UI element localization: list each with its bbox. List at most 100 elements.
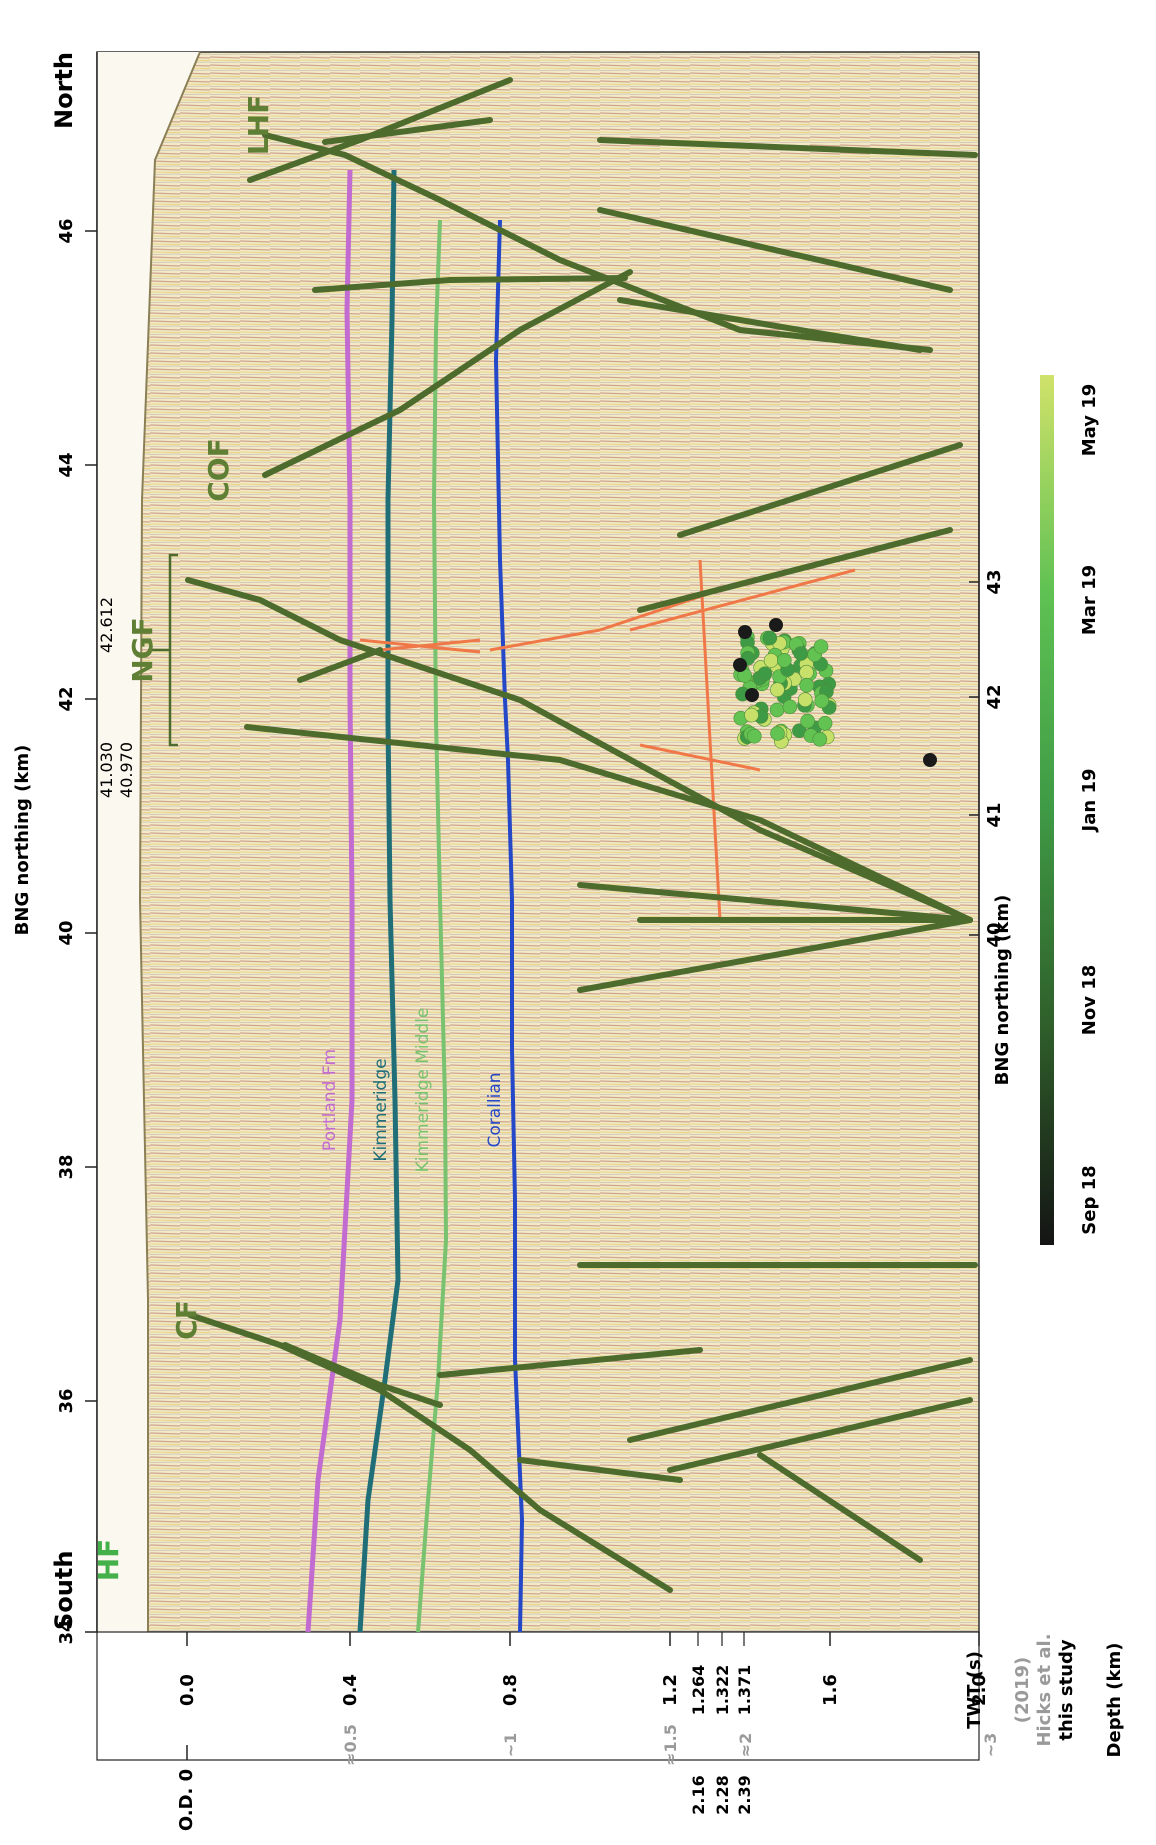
ngf-label: NGF (126, 617, 159, 683)
twt-tick-label: 2.0 (969, 1674, 990, 1706)
cof-fault (262, 269, 633, 478)
lhf-label: LHF (242, 95, 275, 155)
fault-trace (757, 1452, 923, 1563)
earthquake-marker (776, 652, 792, 668)
inner-tick-label: 43 (984, 569, 1005, 594)
faults (185, 77, 978, 1593)
cof-label: COF (202, 438, 235, 501)
twt-extra-tick-label: 1.322 (713, 1665, 732, 1716)
top-extra-tick-label: 40.970 (117, 742, 136, 798)
highlight-fault-trace (489, 628, 601, 652)
portland-horizon (305, 169, 355, 1633)
inner-tick-label: 42 (984, 684, 1005, 709)
fault-trace (637, 527, 953, 613)
cf-label: CF (170, 1300, 203, 1340)
depth-axis-label: Depth (km) (1104, 1643, 1125, 1758)
this-study-tick-label: 2.39 (735, 1775, 754, 1814)
od-label: O.D. 0 (176, 1769, 197, 1831)
earthquake-marker (744, 707, 759, 723)
cf-fault (187, 1312, 673, 1593)
colorbar-label: Jan 19 (1079, 769, 1100, 834)
hicks-tick-label: ≈1.5 (661, 1724, 680, 1766)
colorbar-label: May 19 (1079, 384, 1100, 457)
highlight-fault-trace (698, 559, 722, 921)
fault-trace (282, 1342, 443, 1408)
top-axis-ticks: 34 36 38 40 42 44 46 42.612 41.030 40.970 (56, 218, 136, 1644)
colorbar-label: Mar 19 (1079, 565, 1100, 635)
fault-trace (244, 724, 973, 923)
top-tick-label: 36 (56, 1388, 77, 1413)
fault-trace (617, 297, 923, 353)
seafloor-reflector (138, 51, 201, 1632)
highlight-faults (359, 559, 856, 921)
earthquake-marker (769, 618, 783, 632)
top-tick-label: 46 (56, 218, 77, 243)
fault-trace (667, 1397, 973, 1473)
colorbar-label: Sep 18 (1079, 1165, 1100, 1234)
fault-trace (577, 882, 973, 923)
inner-tick-label: 40 (984, 922, 1005, 947)
earthquake-marker (770, 726, 785, 741)
earthquake-marker (814, 693, 830, 709)
colorbar-labels: Sep 18 Nov 18 Jan 19 Mar 19 May 19 (1079, 384, 1100, 1235)
earthquake-marker (738, 625, 752, 639)
top-tick-label: 40 (56, 920, 77, 945)
hicks-tick-label: ≈2 (736, 1733, 755, 1758)
portland-label: Portland Fm (320, 1049, 340, 1151)
earthquake-marker (770, 682, 785, 698)
axis-frame (96, 1631, 980, 1761)
seismic-panel (96, 51, 980, 1633)
ngf-fault (185, 577, 973, 923)
earthquake-cluster (733, 618, 937, 767)
kimmeridge-middle-label: Kimmeridge Middle (413, 1008, 433, 1173)
earthquake-marker (757, 666, 773, 682)
hicks-label: Hicks et al. (1034, 1633, 1055, 1746)
water-column (97, 52, 200, 1632)
kimmeridge-label: Kimmeridge (371, 1058, 391, 1161)
earthquake-marker (799, 664, 814, 680)
top-tick-label: 34 (56, 1619, 77, 1644)
corallian-label: Corallian (485, 1072, 505, 1147)
kimmeridge-horizon (357, 169, 401, 1633)
earthquake-marker (797, 692, 813, 708)
fault-trace (597, 207, 953, 293)
south-label: South (50, 1551, 78, 1630)
fault-trace (437, 1347, 703, 1378)
top-axis-label: BNG northing (km) (12, 745, 33, 936)
inner-axis-ticks: 40 41 42 43 (969, 569, 1005, 948)
earthquake-marker (746, 728, 762, 744)
this-study-tick-label: 2.16 (689, 1775, 708, 1814)
twt-tick-label: 0.8 (500, 1674, 521, 1706)
earthquake-marker (762, 630, 778, 646)
colorbar (1040, 375, 1054, 1245)
hicks-tick-label: ≈0.5 (341, 1724, 360, 1766)
this-study-label: this study (1056, 1639, 1077, 1741)
twt-tick-label: 0.4 (340, 1674, 361, 1706)
top-extra-tick-label: 41.030 (97, 742, 116, 798)
earthquake-marker (923, 753, 937, 767)
top-tick-label: 44 (56, 452, 77, 477)
earthquake-marker (813, 639, 829, 654)
twt-tick-label: 1.6 (820, 1674, 841, 1706)
twt-tick-label: 1.2 (660, 1674, 681, 1706)
fault-trace (577, 917, 973, 993)
fault-trace (677, 442, 963, 538)
fault-trace (297, 647, 383, 683)
earthquake-marker (745, 688, 759, 702)
earthquake-marker (793, 646, 809, 661)
twt-extra-tick-label: 1.371 (735, 1665, 754, 1716)
hicks-tick-label: ~1 (501, 1733, 520, 1758)
earthquake-marker (799, 677, 815, 693)
earthquake-marker (769, 702, 785, 718)
north-label: North (50, 52, 78, 129)
fault-trace (322, 117, 493, 145)
this-study-tick-label: 2.28 (713, 1775, 732, 1814)
top-tick-label: 38 (56, 1154, 77, 1179)
highlight-fault-trace (629, 568, 856, 632)
twt-axis-label: TWT (s) (964, 1651, 985, 1729)
fault-trace (627, 1357, 973, 1443)
hicks-year-label: (2019) (1012, 1657, 1033, 1724)
inner-axis-label: BNG northing (km) (992, 895, 1013, 1086)
